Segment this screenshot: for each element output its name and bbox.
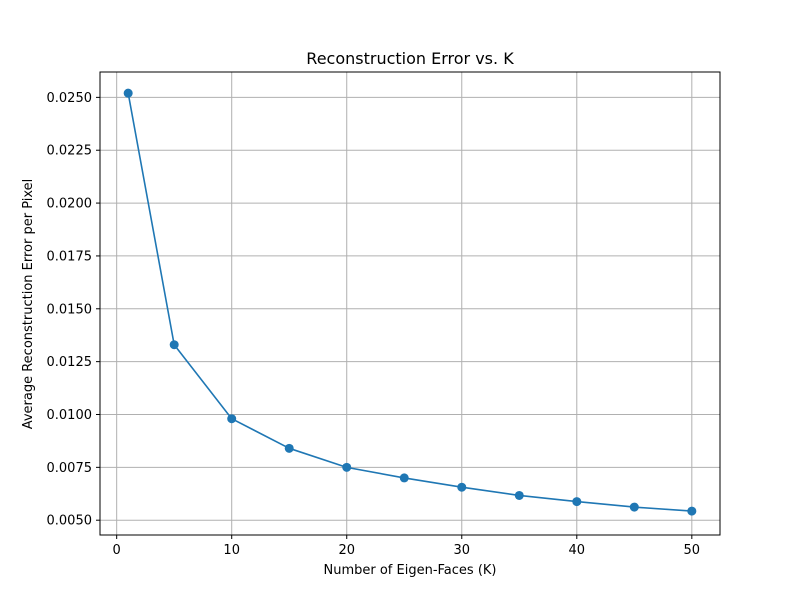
y-tick-label: 0.0250: [47, 91, 93, 106]
x-tick-label: 50: [684, 543, 701, 558]
y-tick-label: 0.0100: [47, 408, 93, 423]
data-point: [169, 340, 179, 350]
x-tick-label: 0: [113, 543, 121, 558]
data-point: [227, 414, 237, 424]
y-tick-label: 0.0050: [47, 514, 93, 529]
chart-title: Reconstruction Error vs. K: [306, 49, 514, 68]
data-point: [457, 482, 467, 492]
data-point: [514, 490, 524, 500]
data-point: [629, 502, 639, 512]
y-tick-label: 0.0075: [47, 461, 93, 476]
data-point: [687, 506, 697, 516]
data-point: [399, 473, 409, 483]
data-point: [284, 443, 294, 453]
series-layer: [123, 88, 697, 516]
x-tick-label: 20: [338, 543, 355, 558]
y-tick-label: 0.0150: [47, 302, 93, 317]
y-tick-label: 0.0125: [47, 355, 93, 370]
y-tick-label: 0.0175: [47, 249, 93, 264]
data-point: [572, 497, 582, 507]
x-tick-label: 30: [453, 543, 470, 558]
axes-frame: [99, 71, 721, 536]
ticks: 0 10 20 30 40 50 0.0050 0.0075 0.0100 0.0125 0.015…: [47, 91, 701, 558]
y-tick-label: 0.0200: [47, 197, 93, 212]
x-axis-label: Number of Eigen-Faces (K): [324, 563, 497, 578]
grid: [100, 72, 720, 535]
x-tick-label: 40: [569, 543, 586, 558]
data-point: [123, 88, 133, 98]
data-point: [342, 462, 352, 472]
y-axis-label: Average Reconstruction Error per Pixel: [21, 179, 36, 430]
y-tick-label: 0.0225: [47, 144, 93, 159]
x-tick-label: 10: [223, 543, 240, 558]
